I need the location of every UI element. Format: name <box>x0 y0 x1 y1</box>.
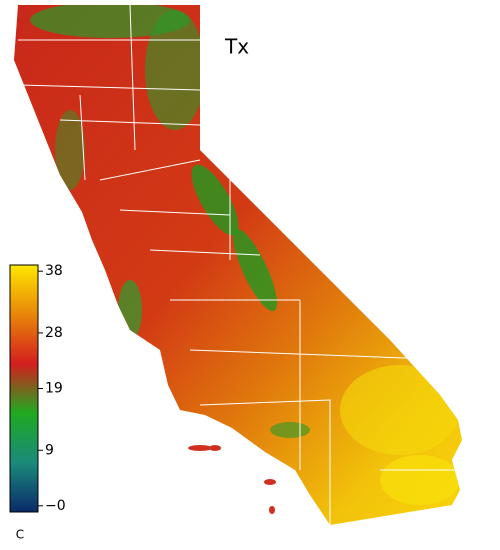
colorbar <box>9 264 39 513</box>
colorbar-unit: C <box>16 528 24 542</box>
colorbar-tick-label: 38 <box>45 263 63 279</box>
colorbar-tick-label: 19 <box>45 381 63 397</box>
colorbar-tick-label: 28 <box>45 325 63 341</box>
county-lines <box>18 4 461 525</box>
colorbar-tick-label: 9 <box>45 442 54 458</box>
state-map <box>14 4 462 525</box>
islands <box>188 445 276 514</box>
map-title: Tx <box>224 35 249 59</box>
colorbar-tick-label: −0 <box>45 498 66 514</box>
